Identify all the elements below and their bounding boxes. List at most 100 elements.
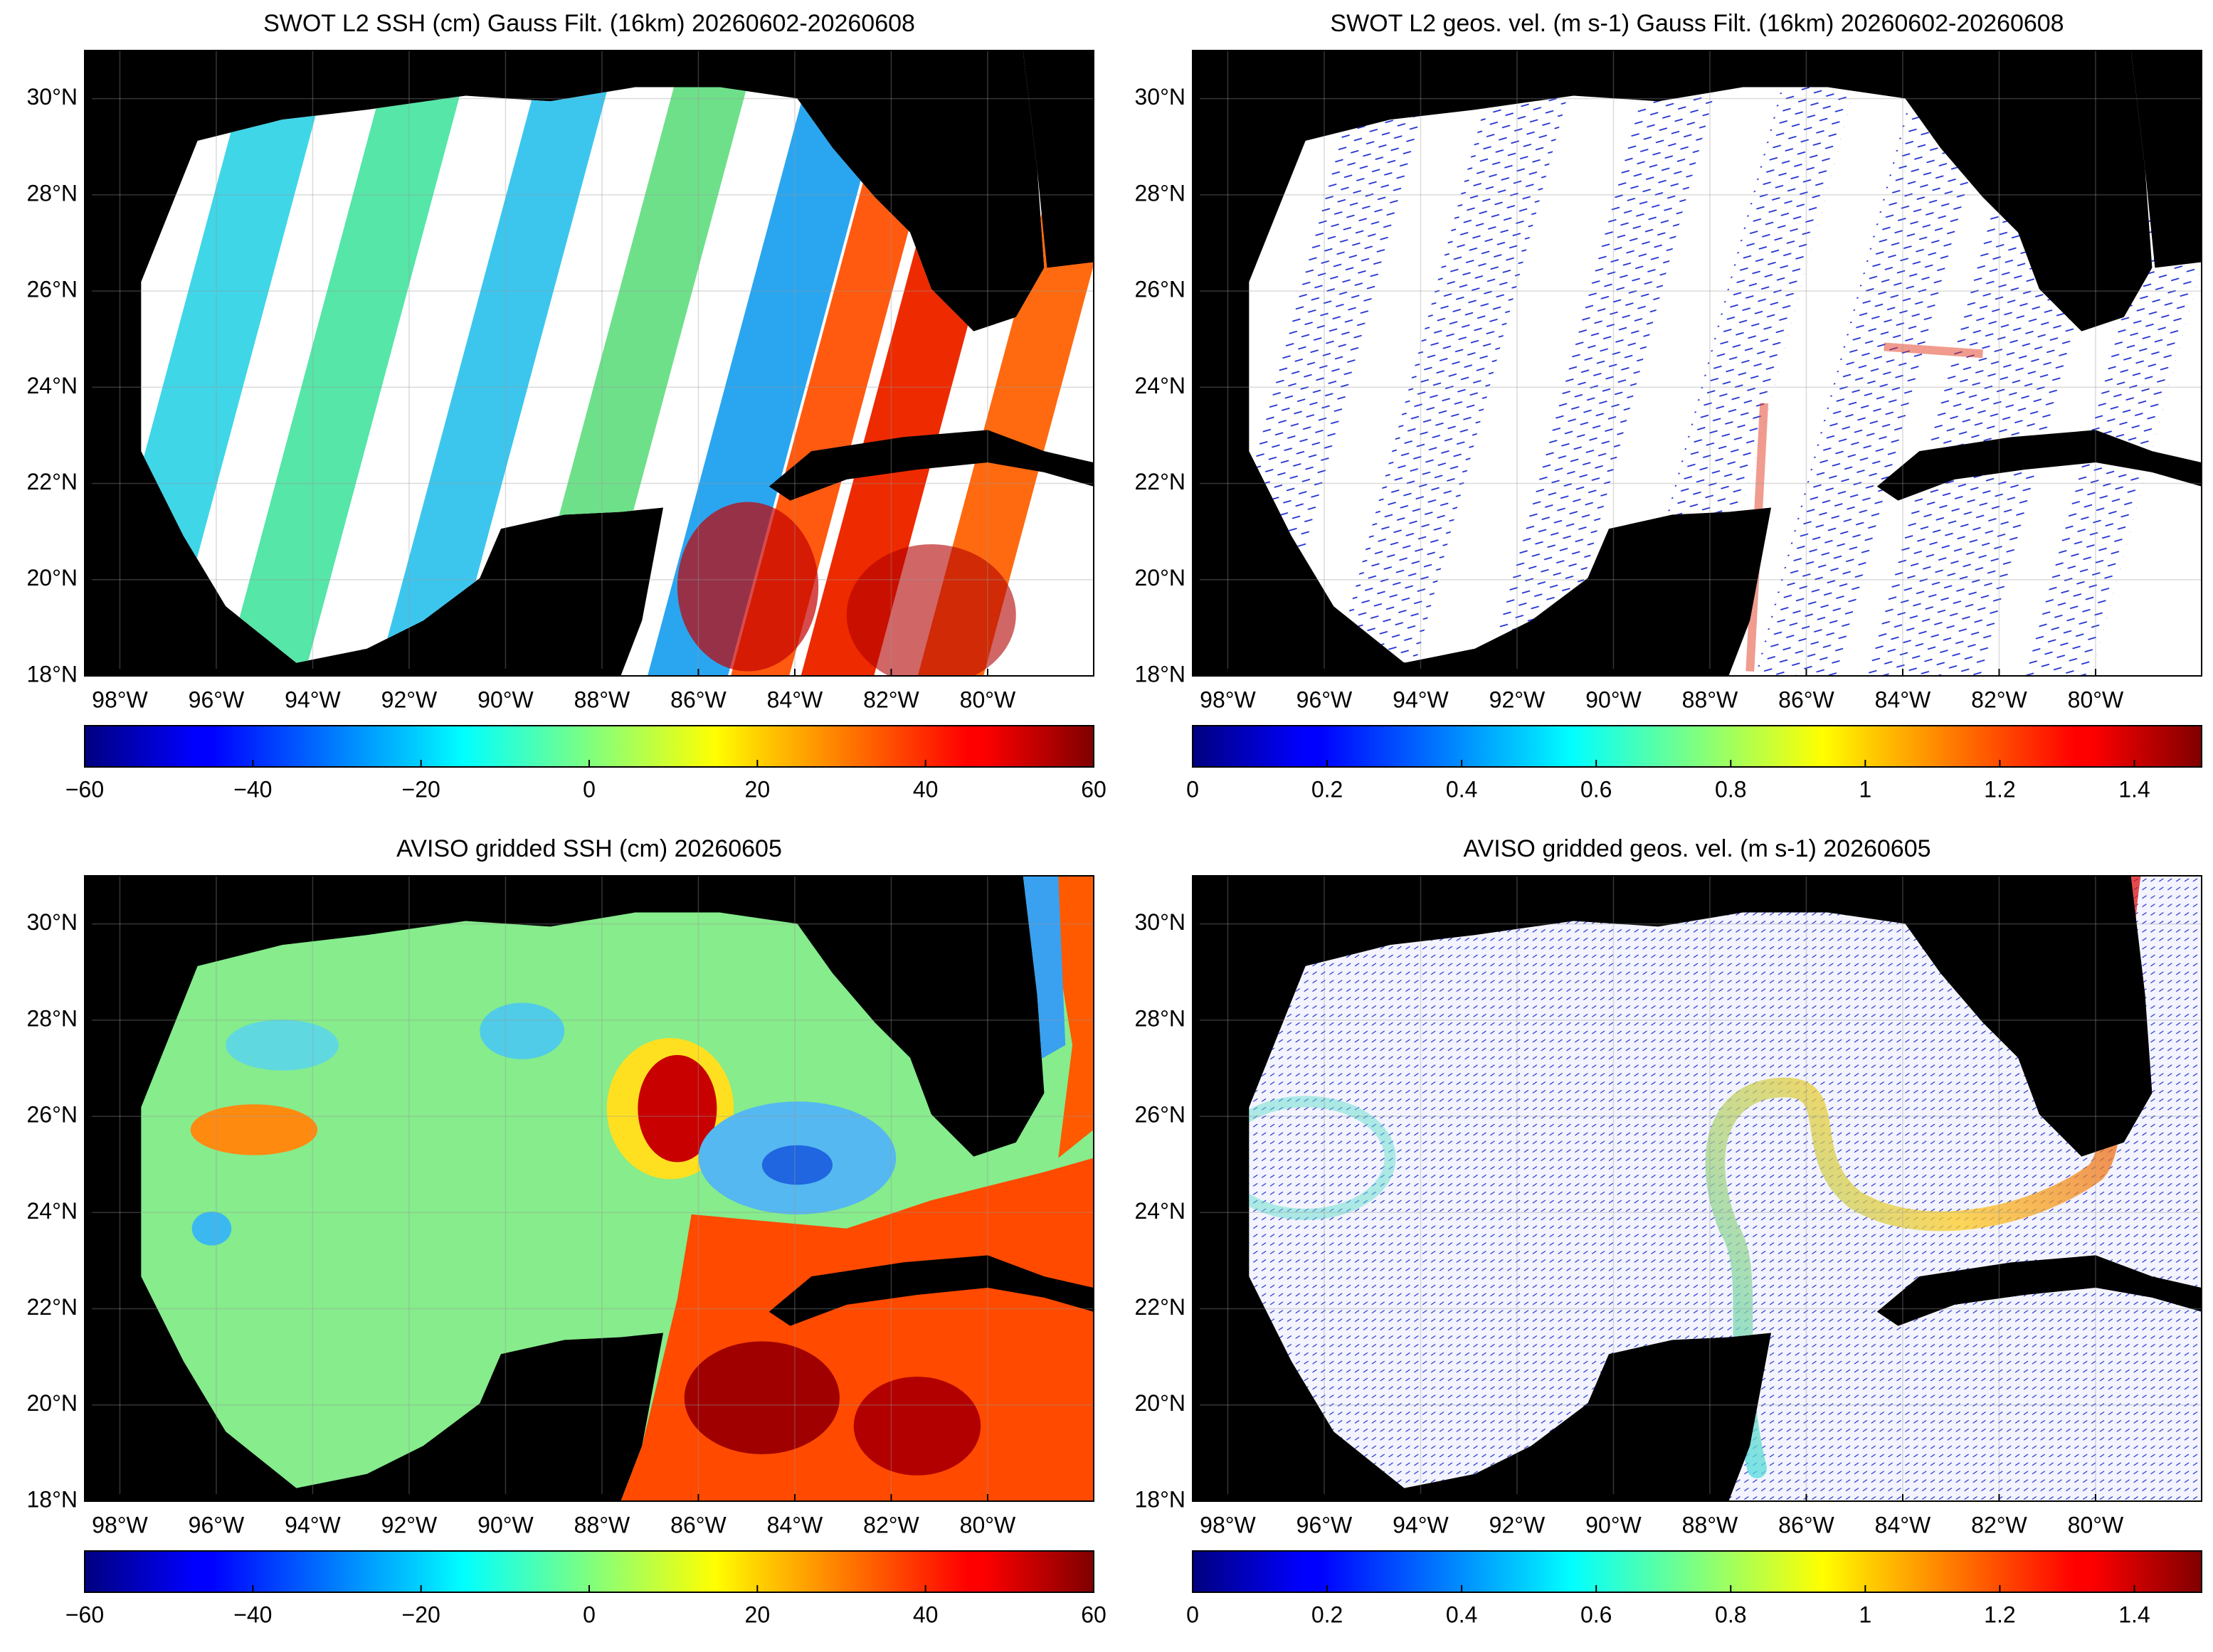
y-tick-label: 30°N xyxy=(1135,909,1186,935)
y-tick-label: 24°N xyxy=(1135,373,1186,398)
colorbar-tick-label: −60 xyxy=(65,1601,104,1627)
colorbar xyxy=(1192,725,2202,768)
colorbar-tick-label: 60 xyxy=(1081,1601,1106,1627)
colorbar-tick-label: 1.4 xyxy=(2118,1601,2150,1627)
y-tick-label: 28°N xyxy=(1135,180,1186,206)
colorbar-tick-label: 20 xyxy=(745,776,771,802)
x-tick-label: 86°W xyxy=(670,1512,727,1537)
colorbar-tick-label: 0 xyxy=(1186,776,1199,802)
x-tick-label: 98°W xyxy=(1200,687,1256,712)
map-frame xyxy=(84,875,1094,1502)
x-tick-label: 86°W xyxy=(1778,687,1834,712)
x-tick-label: 82°W xyxy=(1971,1512,2027,1537)
colorbar-tick-label: 0 xyxy=(583,1601,596,1627)
x-tick-label: 96°W xyxy=(189,1512,245,1537)
x-tick-label: 94°W xyxy=(285,687,341,712)
x-tick-label: 96°W xyxy=(1296,1512,1353,1537)
x-tick-label: 88°W xyxy=(1682,1512,1738,1537)
x-tick-label: 88°W xyxy=(574,687,630,712)
x-tick-label: 82°W xyxy=(863,687,919,712)
x-tick-label: 94°W xyxy=(285,1512,341,1537)
y-tick-label: 22°N xyxy=(1135,469,1186,494)
colorbar-tick-label: 1.2 xyxy=(1984,1601,2015,1627)
colorbar-tick-label: 0.8 xyxy=(1715,776,1746,802)
y-tick-label: 20°N xyxy=(27,1390,78,1416)
y-tick-label: 28°N xyxy=(1135,1005,1186,1031)
colorbar-tick-label: 0 xyxy=(1186,1601,1199,1627)
y-tick-label: 20°N xyxy=(27,565,78,591)
y-tick-label: 24°N xyxy=(1135,1198,1186,1224)
colorbar-tick-label: 0.2 xyxy=(1311,776,1343,802)
x-tick-label: 84°W xyxy=(1875,1512,1931,1537)
colorbar-tick-label: 0 xyxy=(583,776,596,802)
x-tick-label: 90°W xyxy=(1585,1512,1642,1537)
colorbar-tick-label: 1 xyxy=(1859,776,1871,802)
colorbar-tick-label: 40 xyxy=(913,776,939,802)
x-tick-label: 80°W xyxy=(960,687,1016,712)
x-tick-label: 92°W xyxy=(1489,1512,1546,1537)
map-frame xyxy=(84,50,1094,677)
x-tick-label: 96°W xyxy=(189,687,245,712)
colorbar-tick-label: 0.4 xyxy=(1446,1601,1477,1627)
x-tick-label: 82°W xyxy=(1971,687,2027,712)
colorbar-tick-label: 0.6 xyxy=(1580,1601,1612,1627)
y-tick-label: 18°N xyxy=(1135,1486,1186,1512)
y-tick-label: 18°N xyxy=(1135,661,1186,687)
y-tick-label: 26°N xyxy=(1135,277,1186,302)
x-tick-label: 98°W xyxy=(92,687,148,712)
y-tick-label: 22°N xyxy=(1135,1294,1186,1320)
x-tick-label: 92°W xyxy=(381,687,438,712)
x-tick-label: 80°W xyxy=(2068,687,2124,712)
x-tick-label: 94°W xyxy=(1393,1512,1449,1537)
x-tick-label: 84°W xyxy=(767,687,823,712)
x-tick-label: 98°W xyxy=(1200,1512,1256,1537)
y-tick-label: 24°N xyxy=(27,373,78,398)
y-tick-label: 28°N xyxy=(27,1005,78,1031)
y-tick-label: 22°N xyxy=(27,1294,78,1320)
panel-title: SWOT L2 geos. vel. (m s-1) Gauss Filt. (… xyxy=(1330,10,2064,37)
x-tick-label: 94°W xyxy=(1393,687,1449,712)
y-tick-label: 24°N xyxy=(27,1198,78,1224)
y-tick-label: 20°N xyxy=(1135,1390,1186,1416)
panel-title: SWOT L2 SSH (cm) Gauss Filt. (16km) 2026… xyxy=(263,10,915,37)
y-tick-label: 18°N xyxy=(27,661,78,687)
y-tick-label: 30°N xyxy=(27,84,78,110)
x-tick-label: 90°W xyxy=(477,1512,534,1537)
x-tick-label: 88°W xyxy=(574,1512,630,1537)
x-tick-label: 90°W xyxy=(477,687,534,712)
x-tick-label: 84°W xyxy=(767,1512,823,1537)
y-tick-label: 22°N xyxy=(27,469,78,494)
colorbar-tick-label: −40 xyxy=(233,776,272,802)
map-frame xyxy=(1192,875,2202,1502)
colorbar-tick-label: 1 xyxy=(1859,1601,1871,1627)
y-tick-label: 26°N xyxy=(1135,1102,1186,1128)
x-tick-label: 88°W xyxy=(1682,687,1738,712)
map-field xyxy=(1193,51,2202,676)
colorbar-tick-label: −20 xyxy=(402,1601,440,1627)
map-field xyxy=(85,51,1094,676)
y-tick-label: 28°N xyxy=(27,180,78,206)
colorbar-tick-label: 20 xyxy=(745,1601,771,1627)
panel-title: AVISO gridded geos. vel. (m s-1) 2026060… xyxy=(1463,835,1931,862)
colorbar-tick-label: 0.8 xyxy=(1715,1601,1746,1627)
x-tick-label: 86°W xyxy=(670,687,727,712)
colorbar-tick-label: −60 xyxy=(65,776,104,802)
colorbar-tick-label: 60 xyxy=(1081,776,1106,802)
colorbar-tick-label: 1.2 xyxy=(1984,776,2015,802)
map-field xyxy=(85,876,1094,1501)
map-field xyxy=(1193,876,2202,1501)
x-tick-label: 80°W xyxy=(960,1512,1016,1537)
x-tick-label: 82°W xyxy=(863,1512,919,1537)
panel-title: AVISO gridded SSH (cm) 20260605 xyxy=(396,835,782,862)
colorbar-tick-label: 0.6 xyxy=(1580,776,1612,802)
colorbar-tick-label: 1.4 xyxy=(2118,776,2150,802)
x-tick-label: 86°W xyxy=(1778,1512,1834,1537)
x-tick-label: 96°W xyxy=(1296,687,1353,712)
colorbar-tick-label: −40 xyxy=(233,1601,272,1627)
colorbar-tick-label: 0.2 xyxy=(1311,1601,1343,1627)
x-tick-label: 92°W xyxy=(1489,687,1546,712)
x-tick-label: 80°W xyxy=(2068,1512,2124,1537)
x-tick-label: 98°W xyxy=(92,1512,148,1537)
y-tick-label: 18°N xyxy=(27,1486,78,1512)
